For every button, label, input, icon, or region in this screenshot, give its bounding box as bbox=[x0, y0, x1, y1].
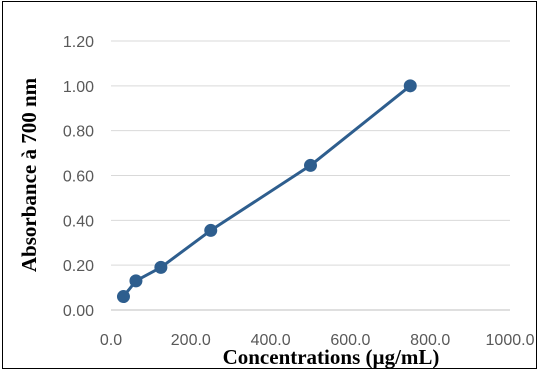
data-point bbox=[154, 260, 168, 274]
x-tick-label: 1000.0 bbox=[486, 332, 535, 349]
y-tick-label: 0.60 bbox=[63, 169, 94, 186]
y-tick-label: 0.20 bbox=[63, 258, 94, 275]
x-tick-label: 400.0 bbox=[251, 332, 291, 349]
x-tick-label: 600.0 bbox=[330, 332, 370, 349]
series-layer bbox=[116, 79, 417, 304]
gridlines bbox=[111, 40, 510, 266]
y-tick-label: 0.00 bbox=[63, 303, 94, 320]
data-point bbox=[403, 79, 417, 93]
x-tick-label: 200.0 bbox=[171, 332, 211, 349]
data-point bbox=[304, 158, 317, 172]
y-tick-label: 1.20 bbox=[63, 34, 94, 51]
y-tick-label: 1.00 bbox=[63, 79, 94, 96]
x-tick-label: 800.0 bbox=[410, 332, 450, 349]
data-point bbox=[129, 274, 143, 288]
y-axis-title: Absorbance à 700 nm bbox=[17, 77, 41, 272]
data-point bbox=[204, 223, 218, 237]
y-tick-labels: 0.00 0.20 0.40 0.60 0.80 1.00 1.20 bbox=[63, 34, 94, 320]
x-tick-label: 0.0 bbox=[100, 332, 122, 349]
y-tick-label: 0.40 bbox=[63, 213, 94, 230]
data-point bbox=[116, 290, 130, 304]
y-tick-label: 0.80 bbox=[63, 124, 94, 141]
x-axis-title: Concentrations (µg/mL) bbox=[223, 345, 440, 369]
x-tick-labels: 0.0 200.0 400.0 600.0 800.0 1000.0 bbox=[100, 332, 535, 349]
